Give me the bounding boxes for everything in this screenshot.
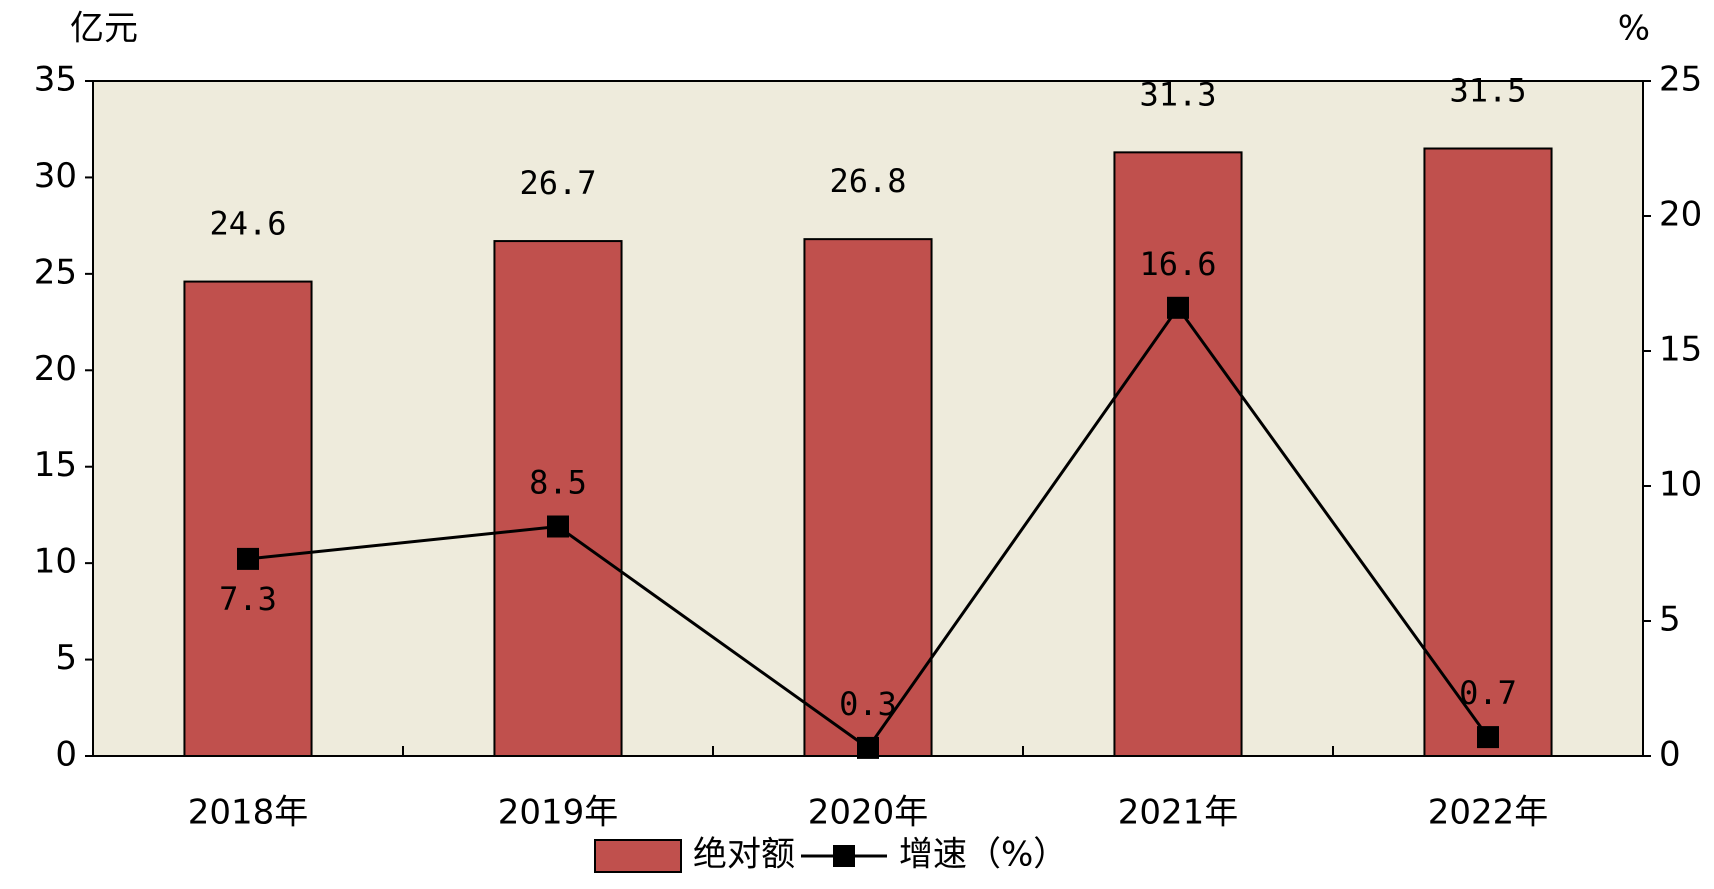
y-tick-label: 25 <box>34 252 77 292</box>
y-tick-label: 5 <box>55 638 77 678</box>
line-value-label: 7.3 <box>219 580 277 618</box>
line-value-label: 0.7 <box>1459 674 1517 712</box>
y2-tick-label: 25 <box>1659 60 1702 100</box>
line-value-label: 0.3 <box>839 685 897 723</box>
x-tick-label: 2019年 <box>498 793 619 833</box>
bar <box>183 280 313 757</box>
line-value-label: 16.6 <box>1139 245 1216 283</box>
bar <box>1423 147 1553 757</box>
y2-tick-label: 0 <box>1659 735 1681 775</box>
y2-tick-label: 20 <box>1659 195 1702 235</box>
y2-tick-label: 5 <box>1659 600 1681 640</box>
bar-value-label: 31.3 <box>1139 75 1216 113</box>
line-value-label: 8.5 <box>529 464 587 502</box>
y-tick-label: 20 <box>34 349 77 389</box>
y-tick-label: 30 <box>34 156 77 196</box>
bar-value-label: 26.8 <box>829 162 906 200</box>
line-marker <box>547 515 569 538</box>
x-tick-label: 2018年 <box>188 793 309 833</box>
bar <box>803 238 933 757</box>
bar-value-label: 31.5 <box>1449 72 1526 110</box>
legend-label: 绝对额 <box>693 835 795 875</box>
x-tick-label: 2021年 <box>1118 793 1239 833</box>
line-marker <box>1477 726 1499 749</box>
y2-axis-unit: % <box>1618 9 1650 49</box>
y2-tick-label: 15 <box>1659 330 1702 370</box>
legend-marker <box>833 845 855 867</box>
y2-tick-label: 10 <box>1659 465 1702 505</box>
y-tick-label: 35 <box>34 60 77 100</box>
line-marker <box>857 736 879 759</box>
y-tick-label: 10 <box>34 542 77 582</box>
y-tick-label: 15 <box>34 445 77 485</box>
line-marker <box>1167 296 1189 319</box>
line-marker <box>237 547 259 570</box>
bar-value-label: 26.7 <box>519 164 596 202</box>
legend-label: 增速（%） <box>899 835 1067 875</box>
x-tick-label: 2022年 <box>1428 793 1549 833</box>
bar <box>493 240 623 758</box>
bar <box>1113 151 1243 758</box>
x-tick-label: 2020年 <box>808 793 929 833</box>
y-tick-label: 0 <box>55 735 77 775</box>
y-axis-unit: 亿元 <box>70 9 138 49</box>
legend-swatch <box>594 839 682 873</box>
bar-value-label: 24.6 <box>209 205 286 243</box>
